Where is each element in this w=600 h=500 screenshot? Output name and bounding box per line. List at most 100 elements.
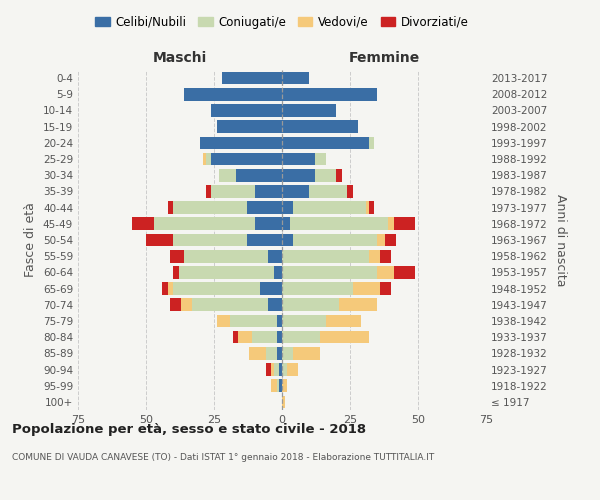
- Bar: [170, 250, 184, 262]
- Bar: [339, 298, 377, 311]
- Bar: [184, 88, 282, 101]
- Bar: [230, 314, 277, 328]
- Bar: [279, 363, 282, 376]
- Bar: [247, 202, 282, 214]
- Bar: [173, 202, 247, 214]
- Bar: [236, 169, 282, 181]
- Bar: [274, 363, 279, 376]
- Bar: [282, 202, 293, 214]
- Bar: [277, 314, 282, 328]
- Bar: [252, 331, 277, 344]
- Bar: [206, 185, 211, 198]
- Bar: [206, 152, 211, 166]
- Legend: Celibi/Nubili, Coniugati/e, Vedovi/e, Divorziati/e: Celibi/Nubili, Coniugati/e, Vedovi/e, Di…: [91, 11, 473, 34]
- Bar: [282, 298, 339, 311]
- Bar: [369, 202, 374, 214]
- Bar: [282, 266, 377, 278]
- Y-axis label: Anni di nascita: Anni di nascita: [554, 194, 567, 286]
- Bar: [247, 234, 282, 246]
- Text: COMUNE DI VAUDA CANAVESE (TO) - Dati ISTAT 1° gennaio 2018 - Elaborazione TUTTIT: COMUNE DI VAUDA CANAVESE (TO) - Dati IST…: [12, 452, 434, 462]
- Bar: [314, 169, 337, 181]
- Bar: [282, 314, 326, 328]
- Bar: [282, 380, 287, 392]
- Bar: [168, 282, 173, 295]
- Bar: [282, 169, 314, 181]
- Bar: [146, 234, 173, 246]
- Bar: [282, 218, 290, 230]
- Bar: [170, 298, 181, 311]
- Bar: [282, 72, 309, 85]
- Bar: [367, 202, 369, 214]
- Bar: [181, 298, 192, 311]
- Bar: [282, 282, 353, 295]
- Bar: [220, 169, 236, 181]
- Bar: [380, 250, 391, 262]
- Bar: [255, 185, 282, 198]
- Bar: [211, 104, 282, 117]
- Bar: [279, 380, 282, 392]
- Bar: [271, 380, 277, 392]
- Bar: [282, 152, 314, 166]
- Bar: [282, 234, 293, 246]
- Bar: [179, 266, 274, 278]
- Bar: [394, 266, 415, 278]
- Bar: [238, 331, 252, 344]
- Bar: [282, 104, 337, 117]
- Bar: [168, 202, 173, 214]
- Bar: [282, 185, 309, 198]
- Bar: [320, 331, 369, 344]
- Bar: [369, 136, 374, 149]
- Bar: [282, 250, 369, 262]
- Bar: [293, 347, 320, 360]
- Bar: [173, 282, 260, 295]
- Bar: [200, 136, 282, 149]
- Bar: [293, 234, 377, 246]
- Bar: [282, 136, 369, 149]
- Bar: [277, 331, 282, 344]
- Bar: [154, 218, 255, 230]
- Bar: [337, 169, 342, 181]
- Bar: [287, 363, 298, 376]
- Bar: [173, 234, 247, 246]
- Text: Maschi: Maschi: [153, 51, 207, 65]
- Bar: [314, 152, 326, 166]
- Bar: [222, 72, 282, 85]
- Bar: [347, 185, 353, 198]
- Bar: [282, 347, 293, 360]
- Bar: [293, 202, 367, 214]
- Text: Femmine: Femmine: [349, 51, 419, 65]
- Bar: [326, 314, 361, 328]
- Bar: [282, 120, 358, 133]
- Bar: [268, 250, 282, 262]
- Bar: [255, 218, 282, 230]
- Bar: [309, 185, 347, 198]
- Bar: [274, 266, 282, 278]
- Bar: [282, 331, 320, 344]
- Bar: [211, 152, 282, 166]
- Y-axis label: Fasce di età: Fasce di età: [25, 202, 37, 278]
- Bar: [353, 282, 380, 295]
- Bar: [385, 234, 396, 246]
- Bar: [260, 282, 282, 295]
- Bar: [217, 314, 230, 328]
- Bar: [163, 282, 168, 295]
- Bar: [192, 298, 268, 311]
- Bar: [282, 363, 287, 376]
- Bar: [217, 120, 282, 133]
- Bar: [211, 185, 255, 198]
- Bar: [290, 218, 388, 230]
- Bar: [266, 347, 277, 360]
- Bar: [133, 218, 154, 230]
- Bar: [369, 250, 380, 262]
- Bar: [203, 152, 206, 166]
- Bar: [277, 380, 279, 392]
- Bar: [380, 282, 391, 295]
- Bar: [271, 363, 274, 376]
- Bar: [184, 250, 268, 262]
- Bar: [377, 266, 394, 278]
- Bar: [173, 266, 179, 278]
- Bar: [233, 331, 238, 344]
- Bar: [266, 363, 271, 376]
- Bar: [394, 218, 415, 230]
- Bar: [268, 298, 282, 311]
